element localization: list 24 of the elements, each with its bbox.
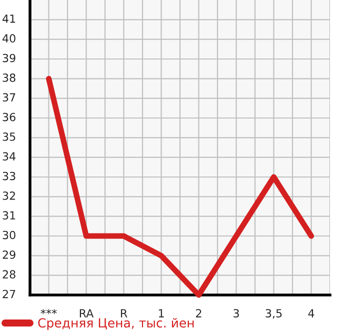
y-tick-label: 34	[2, 152, 16, 161]
x-tick-label: 1	[158, 309, 164, 318]
x-tick-label: 3	[234, 309, 239, 318]
x-tick-label: R	[120, 309, 128, 318]
legend-label: Средняя Цена, тыс. йен	[38, 318, 194, 330]
y-tick-label: 29	[2, 250, 16, 259]
y-tick-label: 32	[2, 191, 15, 200]
x-tick-label: RA	[80, 309, 94, 318]
y-tick-label: 37	[2, 93, 16, 102]
y-tick-label: 33	[2, 172, 16, 180]
y-tick-label: 35	[2, 132, 16, 141]
y-tick-label: 28	[2, 270, 16, 279]
y-tick-label: 38	[2, 73, 16, 82]
x-tick-label: ***	[40, 309, 57, 314]
y-tick-label: 30	[2, 230, 16, 240]
y-tick-label: 27	[2, 290, 16, 298]
x-tick-label: 3,5	[266, 309, 282, 319]
y-tick-label: 31	[2, 211, 16, 220]
y-tick-label: 41	[2, 14, 16, 23]
y-tick-label: 39	[2, 54, 16, 62]
y-tick-label: 36	[2, 112, 16, 122]
x-tick-label: 2	[196, 309, 202, 318]
x-tick-label: 4	[308, 309, 314, 318]
y-tick-label: 40	[2, 34, 16, 43]
